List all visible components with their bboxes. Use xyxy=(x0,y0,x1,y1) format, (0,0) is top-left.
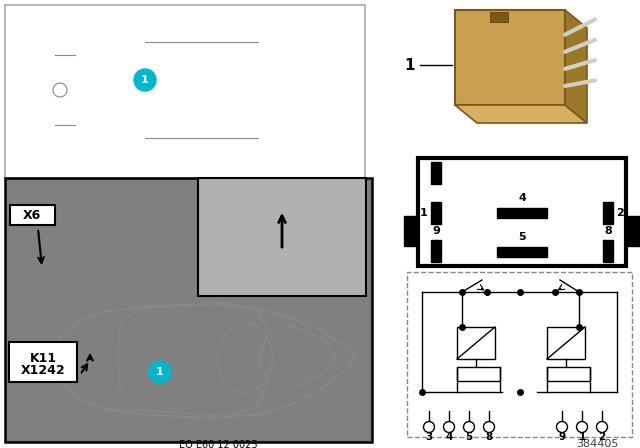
Bar xyxy=(547,327,585,359)
Bar xyxy=(497,247,547,257)
Text: 1: 1 xyxy=(141,75,149,85)
Text: 1: 1 xyxy=(420,208,428,218)
Text: 8: 8 xyxy=(485,432,493,442)
Bar xyxy=(431,240,441,262)
Text: X1242: X1242 xyxy=(20,365,65,378)
Text: 9: 9 xyxy=(432,226,440,236)
Text: 2: 2 xyxy=(616,208,624,218)
Text: 9: 9 xyxy=(559,432,566,442)
Bar xyxy=(603,202,613,224)
Text: X6: X6 xyxy=(23,208,41,221)
Text: K11: K11 xyxy=(29,352,56,365)
Text: 3: 3 xyxy=(426,432,433,442)
Text: 1: 1 xyxy=(156,367,164,377)
Bar xyxy=(497,208,547,218)
Bar xyxy=(404,216,418,246)
Bar xyxy=(455,10,565,105)
Bar xyxy=(9,342,77,382)
Bar xyxy=(457,327,495,359)
Bar xyxy=(626,216,640,246)
Bar xyxy=(5,178,372,442)
Text: 384405: 384405 xyxy=(576,439,618,448)
Text: 5: 5 xyxy=(465,432,472,442)
Circle shape xyxy=(149,361,171,383)
Polygon shape xyxy=(455,105,587,123)
Text: 1: 1 xyxy=(404,57,415,73)
Bar xyxy=(5,5,365,178)
Bar xyxy=(10,205,55,225)
Text: 3: 3 xyxy=(430,171,438,181)
Circle shape xyxy=(134,69,156,91)
Text: EO E60 12 0025: EO E60 12 0025 xyxy=(179,440,257,448)
Bar xyxy=(547,367,590,381)
Bar xyxy=(431,162,441,184)
Text: 5: 5 xyxy=(518,232,526,242)
Bar xyxy=(418,158,626,266)
Bar xyxy=(198,178,366,296)
Text: 4: 4 xyxy=(518,193,526,203)
Bar xyxy=(490,12,508,22)
Bar xyxy=(431,202,441,224)
Bar xyxy=(457,367,500,381)
Bar xyxy=(603,240,613,262)
Bar xyxy=(407,272,632,437)
Bar xyxy=(7,180,370,440)
Text: 8: 8 xyxy=(604,226,612,236)
Text: 4: 4 xyxy=(445,432,452,442)
Text: 2: 2 xyxy=(598,432,605,442)
Text: 1: 1 xyxy=(579,432,586,442)
Polygon shape xyxy=(565,10,587,123)
